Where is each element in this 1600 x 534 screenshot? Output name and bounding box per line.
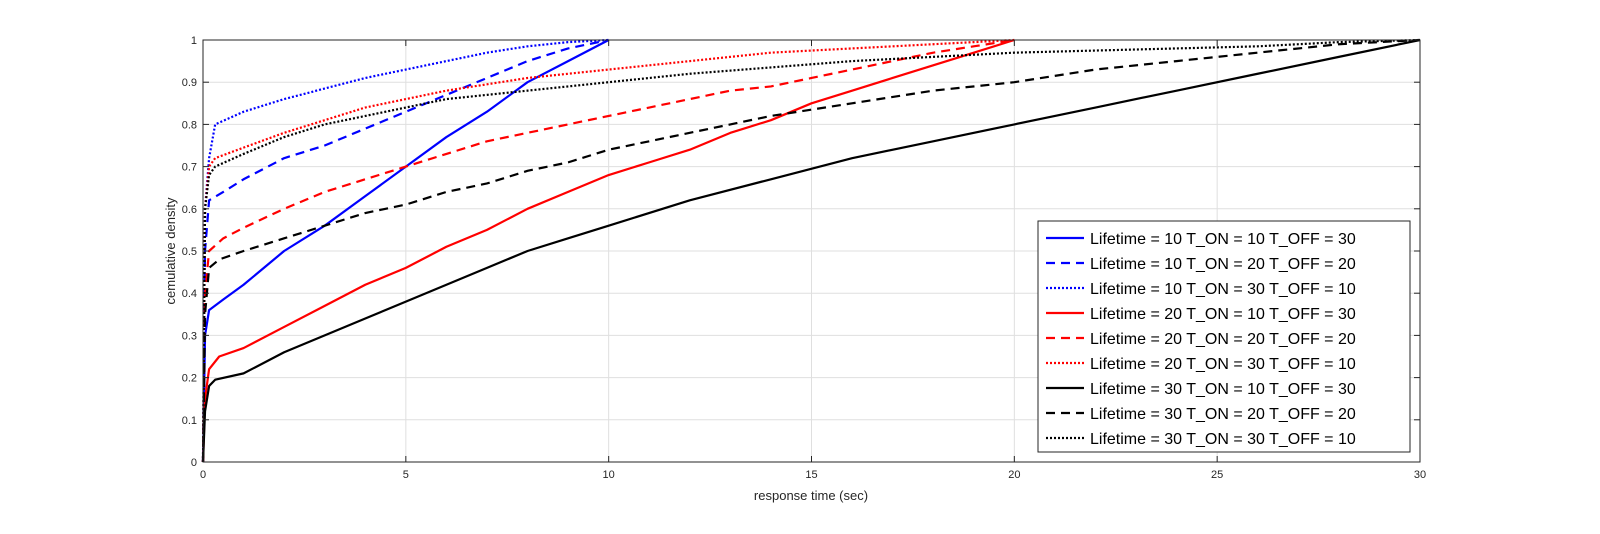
legend-label-7: Lifetime = 30 T_ON = 10 T_OFF = 30 [1090, 381, 1356, 398]
legend-label-3: Lifetime = 10 T_ON = 30 T_OFF = 10 [1090, 281, 1356, 298]
y-axis-label: cemulative density [163, 197, 178, 304]
x-axis-label: response time (sec) [754, 488, 868, 503]
y-tick-label: 0.9 [182, 77, 197, 89]
series-line-2 [201, 38, 609, 463]
legend-label-9: Lifetime = 30 T_ON = 30 T_OFF = 10 [1090, 431, 1356, 448]
y-tick-label: 0.8 [182, 119, 197, 131]
y-tick-label: 0.7 [182, 162, 197, 174]
series-line-6 [201, 38, 1015, 463]
y-tick-label: 0.6 [182, 204, 197, 216]
series-line-8 [201, 38, 1421, 463]
axes: 0 5 10 15 20 25 30 0 0.1 0.2 0.3 0.4 0.5 0.6 0.7 0.8 0.9… [182, 35, 1426, 481]
x-tick-label: 0 [200, 469, 206, 481]
series-layer [201, 38, 1421, 463]
y-tick-label: 0.4 [182, 288, 197, 300]
legend: Lifetime = 10 T_ON = 10 T_OFF = 30 Lifeti… [1037, 220, 1411, 453]
series-line-5 [201, 38, 1015, 463]
legend-label-5: Lifetime = 20 T_ON = 20 T_OFF = 20 [1090, 331, 1356, 348]
y-tick-label: 0.5 [182, 246, 197, 258]
y-tick-label: 0.1 [182, 415, 197, 427]
legend-box [1037, 220, 1411, 453]
series-line-3 [201, 38, 609, 463]
x-tick-label: 10 [603, 469, 615, 481]
legend-label-8: Lifetime = 30 T_ON = 20 T_OFF = 20 [1090, 406, 1356, 423]
x-tick-label: 15 [805, 469, 817, 481]
series-line-7 [201, 38, 1421, 463]
y-tick-label: 0.2 [182, 373, 197, 385]
y-tick-label: 0 [191, 457, 197, 469]
legend-label-6: Lifetime = 20 T_ON = 30 T_OFF = 10 [1090, 356, 1356, 373]
x-tick-label: 30 [1414, 469, 1426, 481]
legend-label-4: Lifetime = 20 T_ON = 10 T_OFF = 30 [1090, 306, 1356, 323]
legend-label-1: Lifetime = 10 T_ON = 10 T_OFF = 30 [1090, 231, 1356, 248]
y-tick-label: 0.3 [182, 330, 197, 342]
series-line-9 [201, 38, 1421, 463]
x-tick-label: 25 [1211, 469, 1223, 481]
y-tick-label: 1 [191, 35, 197, 47]
legend-label-2: Lifetime = 10 T_ON = 20 T_OFF = 20 [1090, 256, 1356, 273]
x-tick-label: 20 [1008, 469, 1020, 481]
series-line-4 [201, 38, 1015, 463]
x-tick-label: 5 [403, 469, 409, 481]
axes-box [202, 39, 1421, 463]
